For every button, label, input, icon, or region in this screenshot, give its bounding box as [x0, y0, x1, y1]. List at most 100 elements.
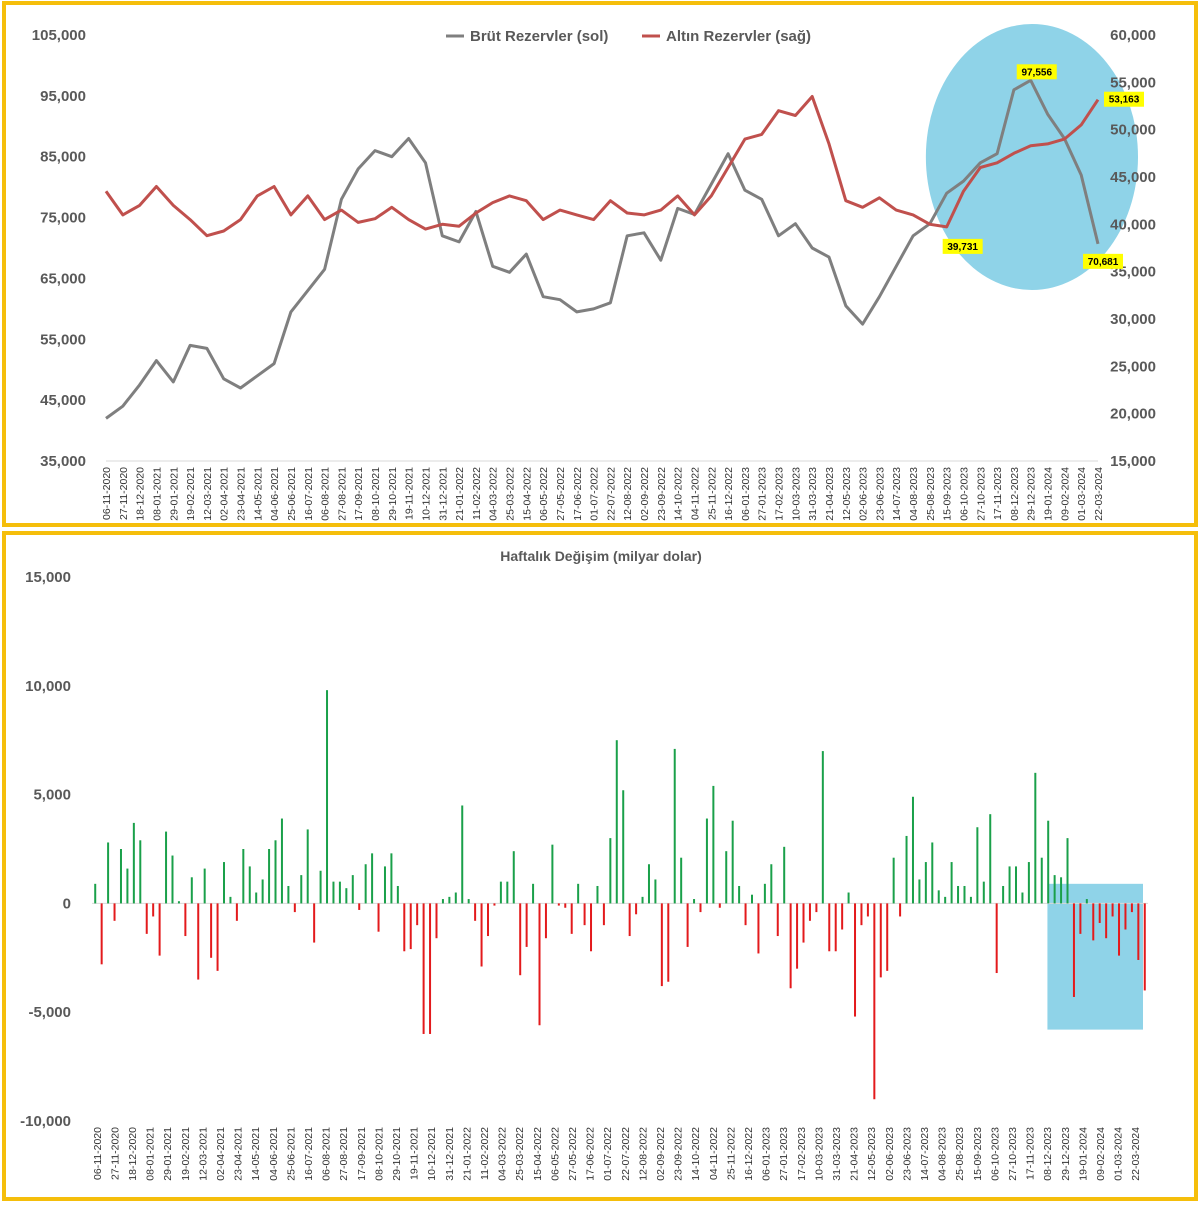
weekly-change-bar: [94, 883, 97, 904]
x-axis-tick-label: 23-06-2023: [901, 1127, 913, 1181]
x-axis-tick-label: 02-04-2021: [219, 467, 231, 521]
weekly-change-bar: [326, 690, 329, 904]
x-axis-tick-label: 27-10-2023: [1007, 1127, 1019, 1181]
weekly-change-bar: [757, 903, 760, 954]
weekly-change-bar: [693, 899, 696, 904]
x-axis-tick-label: 17-11-2023: [1025, 1127, 1037, 1180]
weekly-change-bar: [242, 849, 245, 904]
weekly-change-bar: [538, 903, 541, 1026]
weekly-change-bar: [577, 883, 580, 904]
x-axis-tick-label: 23-04-2021: [233, 1127, 245, 1181]
weekly-change-chart-panel: Haftalık Değişim (milyar dolar) -10,000 -5…: [2, 531, 1198, 1201]
weekly-change-bar: [789, 903, 792, 989]
x-axis-tick-label: 27-11-2020: [118, 467, 130, 520]
weekly-change-bar: [712, 785, 715, 904]
x-axis-tick-label: 23-06-2023: [874, 467, 886, 521]
x-axis-tick-label: 01-07-2022: [602, 1127, 614, 1181]
weekly-change-bar: [1066, 838, 1069, 904]
x-axis-tick-label: 09-02-2024: [1095, 1127, 1107, 1181]
weekly-change-bar: [647, 864, 650, 904]
gold-reserves-line: [104, 95, 1100, 238]
weekly-change-bar: [557, 903, 560, 906]
weekly-change-bar: [937, 890, 940, 904]
weekly-change-bar: [796, 903, 799, 969]
weekly-change-bar: [583, 903, 586, 926]
weekly-change-bar: [132, 822, 135, 904]
x-axis-tick-label: 12-08-2022: [637, 1127, 649, 1181]
x-axis-tick-label: 29-12-2023: [1026, 467, 1038, 521]
x-axis-tick-label: 17-11-2023: [992, 467, 1004, 520]
weekly-change-bar: [886, 903, 889, 971]
x-axis-tick-label: 14-10-2022: [673, 467, 685, 521]
x-axis-tick-label: 14-05-2021: [252, 467, 264, 521]
right-axis-tick-label: 40,000: [1110, 216, 1156, 233]
x-axis-tick-label: 10-03-2023: [790, 467, 802, 521]
weekly-change-bar: [1053, 875, 1056, 904]
weekly-change-bar: [1047, 820, 1050, 904]
weekly-change-bar: [480, 903, 483, 967]
weekly-change-bar: [371, 853, 374, 904]
weekly-change-bar: [177, 901, 180, 904]
x-axis-tick-label: 06-01-2023: [761, 1127, 773, 1181]
weekly-change-bar: [351, 875, 354, 904]
weekly-change-bar: [364, 864, 367, 904]
x-axis-tick-label: 16-12-2022: [723, 467, 735, 521]
left-axis-tick-label: 105,000: [32, 27, 86, 44]
right-axis-tick-label: 20,000: [1110, 406, 1156, 423]
x-axis-tick-label: 14-10-2022: [690, 1127, 702, 1181]
x-axis-tick-label: 25-03-2022: [505, 467, 517, 521]
weekly-change-bar: [686, 903, 689, 947]
weekly-change-bar: [731, 820, 734, 904]
x-axis-tick-label: 06-10-2023: [989, 1127, 1001, 1181]
weekly-change-bar: [235, 903, 238, 921]
weekly-change-bar: [1092, 903, 1095, 941]
x-axis-tick-label: 31-03-2023: [831, 1127, 843, 1181]
right-axis-tick-label: 45,000: [1110, 169, 1156, 186]
x-axis-tick-label: 25-11-2022: [725, 1127, 737, 1180]
weekly-change-bar: [1021, 892, 1024, 904]
data-callout-label: 39,731: [947, 242, 978, 253]
x-axis-tick-label: 12-05-2023: [866, 1127, 878, 1181]
weekly-change-bar: [879, 903, 882, 978]
x-axis-tick-label: 17-02-2023: [796, 1127, 808, 1181]
weekly-change-bar: [184, 903, 187, 937]
weekly-change-bar: [705, 818, 708, 904]
x-axis-tick-label: 14-07-2023: [891, 467, 903, 521]
x-axis-tick-label: 06-05-2022: [549, 1127, 561, 1181]
x-axis-tick-label: 08-10-2021: [373, 1127, 385, 1181]
x-axis-tick-label: 27-08-2021: [336, 467, 348, 521]
weekly-change-bar: [854, 903, 857, 1017]
weekly-change-bar: [441, 899, 444, 904]
x-axis-tick-label: 02-04-2021: [215, 1127, 227, 1181]
x-axis-tick-label: 15-04-2022: [521, 467, 533, 521]
weekly-change-bar: [641, 896, 644, 904]
weekly-change-bar: [429, 903, 432, 1034]
x-axis-tick-label: 23-09-2022: [673, 1127, 685, 1181]
weekly-change-bar: [403, 903, 406, 952]
weekly-change-bar: [1072, 903, 1075, 997]
x-axis-tick-label: 02-06-2023: [858, 467, 870, 521]
x-axis-tick-label: 21-01-2022: [454, 467, 466, 521]
x-axis-tick-label: 29-01-2021: [162, 1127, 174, 1181]
weekly-change-bar: [1124, 903, 1127, 930]
weekly-change-bar: [751, 894, 753, 904]
x-axis-tick-label: 11-02-2022: [471, 467, 483, 520]
x-axis-tick-label: 12-03-2021: [202, 467, 214, 521]
x-axis-tick-label: 08-12-2023: [1042, 1127, 1054, 1181]
weekly-change-bar: [924, 862, 927, 904]
x-axis-tick-label: 10-12-2021: [426, 1127, 438, 1181]
weekly-change-bar: [126, 868, 129, 904]
weekly-change-bar: [654, 879, 657, 904]
x-axis-tick-label: 21-01-2022: [461, 1127, 473, 1181]
weekly-change-bar: [1098, 903, 1101, 923]
x-axis-tick-label: 27-10-2023: [975, 467, 987, 521]
weekly-change-bar: [493, 903, 496, 906]
weekly-change-bar: [847, 892, 850, 904]
weekly-change-bar: [738, 885, 741, 904]
weekly-change-bar: [525, 903, 528, 947]
x-axis-tick-label: 01-03-2024: [1113, 1127, 1125, 1181]
x-axis-tick-label: 25-03-2022: [514, 1127, 526, 1181]
legend-label: Altın Rezervler (sağ): [666, 28, 811, 45]
weekly-change-bar: [635, 903, 638, 915]
x-axis-tick-label: 06-11-2020: [92, 1127, 104, 1180]
